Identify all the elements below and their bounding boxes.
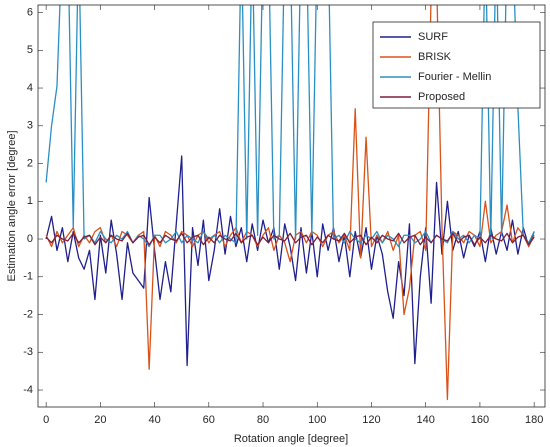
y-tick-label: 1 [27,195,33,207]
y-tick-label: 4 [27,82,33,94]
y-tick-label: -1 [23,271,33,283]
x-tick-label: 20 [94,414,106,426]
legend-label: BRISK [418,51,452,63]
legend-label: Proposed [418,91,465,103]
x-tick-label: 100 [308,414,326,426]
x-tick-label: 40 [148,414,160,426]
x-tick-label: 80 [257,414,269,426]
legend-label: SURF [418,31,448,43]
y-tick-label: -4 [23,384,33,396]
legend-label: Fourier - Mellin [418,71,491,83]
y-tick-label: 0 [27,233,33,245]
series-line [45,232,535,246]
y-tick-label: 5 [27,44,33,56]
x-tick-label: 160 [471,414,489,426]
y-tick-label: 6 [27,6,33,18]
plot-lines [45,5,535,401]
x-tick-label: 60 [203,414,215,426]
x-tick-label: 120 [362,414,380,426]
x-tick-label: 180 [525,414,543,426]
y-tick-label: -3 [23,346,33,358]
series-line [45,5,535,248]
x-axis-label: Rotation angle [degree] [234,433,348,445]
x-tick-label: 0 [43,414,49,426]
plot-frame [37,4,546,408]
x-tick-label: 140 [417,414,435,426]
y-axis-label: Estimation angle error [degree] [6,130,18,281]
y-tick-label: 2 [27,157,33,169]
y-tick-label: 3 [27,120,33,132]
y-tick-label: -2 [23,308,33,320]
